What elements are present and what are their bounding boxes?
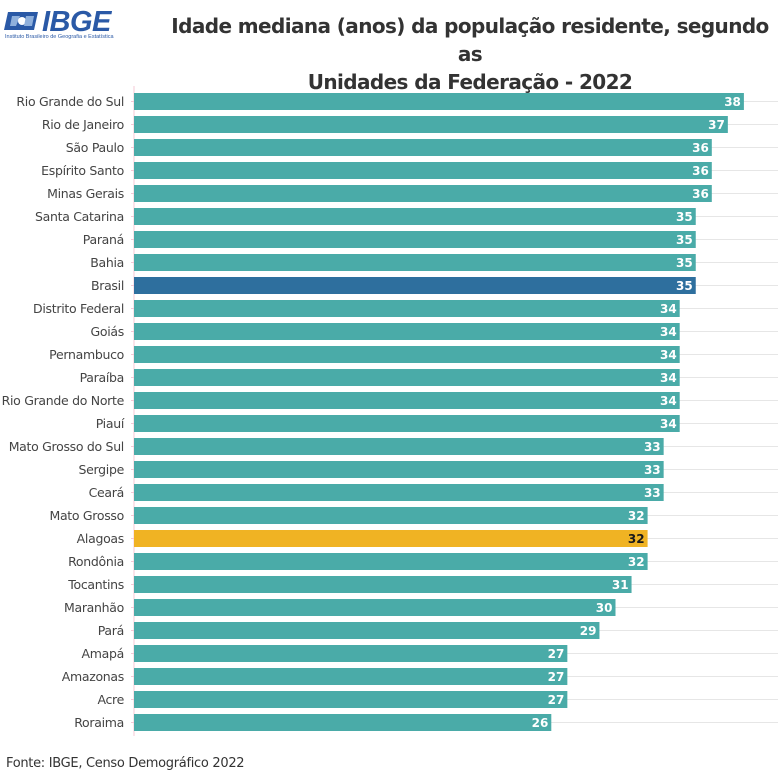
bar-para — [134, 622, 600, 639]
category-label: Rio Grande do Norte — [2, 393, 125, 408]
data-label: 36 — [692, 141, 709, 155]
category-label: Santa Catarina — [35, 209, 124, 224]
data-label: 34 — [660, 302, 677, 316]
data-label: 38 — [724, 95, 741, 109]
bar-mato-grosso-do-sul — [134, 438, 664, 455]
category-label: Pernambuco — [49, 347, 124, 362]
bar-sao-paulo — [134, 139, 712, 156]
category-label: Goiás — [91, 324, 124, 339]
data-label: 34 — [660, 348, 677, 362]
data-label: 29 — [580, 624, 597, 638]
bar-parana — [134, 231, 696, 248]
bar-bahia — [134, 254, 696, 271]
bar-goias — [134, 323, 680, 340]
bar-alagoas — [134, 530, 648, 547]
category-label: Rondônia — [68, 554, 124, 569]
category-label: Pará — [98, 623, 124, 638]
bar-brasil — [134, 277, 696, 294]
data-label: 27 — [548, 693, 565, 707]
logo-wordmark: IBGE — [42, 6, 111, 38]
data-label: 36 — [692, 164, 709, 178]
data-label: 37 — [708, 118, 725, 132]
bar-distrito-federal — [134, 300, 680, 317]
data-label: 33 — [644, 440, 661, 454]
bar-rio-grande-do-sul — [134, 93, 744, 110]
bar-chart: Rio Grande do Sul 38 Rio de Janeiro 37 São P… — [2, 86, 778, 736]
category-label: Alagoas — [77, 531, 124, 546]
logo-subtitle: Instituto Brasileiro de Geografia e Esta… — [5, 34, 114, 40]
category-label: Brasil — [91, 278, 124, 293]
data-label: 35 — [676, 210, 693, 224]
data-label: 34 — [660, 394, 677, 408]
bar-roraima — [134, 714, 552, 731]
bar-paraiba — [134, 369, 680, 386]
category-label: Espírito Santo — [41, 163, 124, 178]
data-label: 34 — [660, 371, 677, 385]
category-label: Acre — [97, 692, 124, 707]
data-label: 30 — [596, 601, 613, 615]
bar-acre — [134, 691, 568, 708]
source-note: Fonte: IBGE, Censo Demográfico 2022 — [6, 756, 245, 771]
chart-title-line-2: Unidades da Federação - 2022 — [307, 70, 633, 94]
bar-amapa — [134, 645, 568, 662]
category-label: Amapá — [82, 646, 124, 661]
category-label: Distrito Federal — [33, 301, 124, 316]
data-label: 35 — [676, 256, 693, 270]
data-label: 34 — [660, 417, 677, 431]
category-label: São Paulo — [66, 140, 124, 155]
bar-maranhao — [134, 599, 616, 616]
category-label: Rio de Janeiro — [42, 117, 124, 132]
data-label: 32 — [628, 555, 645, 569]
data-label: 33 — [644, 486, 661, 500]
data-label: 33 — [644, 463, 661, 477]
category-label: Sergipe — [79, 462, 125, 477]
category-label: Maranhão — [64, 600, 124, 615]
chart-title: Idade mediana (anos) da população reside… — [160, 12, 780, 96]
category-label: Minas Gerais — [47, 186, 124, 201]
bar-sergipe — [134, 461, 664, 478]
bar-mato-grosso — [134, 507, 648, 524]
bar-pernambuco — [134, 346, 680, 363]
ibge-emblem-icon — [4, 12, 38, 30]
bar-rio-grande-do-norte — [134, 392, 680, 409]
data-label: 32 — [628, 532, 645, 546]
category-label: Rio Grande do Sul — [16, 94, 124, 109]
category-label: Paraíba — [80, 370, 124, 385]
bar-rondonia — [134, 553, 648, 570]
data-label: 35 — [676, 233, 693, 247]
category-label: Bahia — [90, 255, 124, 270]
bar-minas-gerais — [134, 185, 712, 202]
category-label: Ceará — [89, 485, 124, 500]
bar-rio-de-janeiro — [134, 116, 728, 133]
data-label: 34 — [660, 325, 677, 339]
bar-amazonas — [134, 668, 568, 685]
bar-piaui — [134, 415, 680, 432]
category-label: Roraima — [74, 715, 124, 730]
bar-ceara — [134, 484, 664, 501]
data-label: 36 — [692, 187, 709, 201]
category-label: Mato Grosso — [49, 508, 124, 523]
category-label: Tocantins — [67, 577, 124, 592]
chart-title-line-1: Idade mediana (anos) da população reside… — [171, 14, 769, 66]
category-label: Mato Grosso do Sul — [9, 439, 124, 454]
category-label: Paraná — [83, 232, 124, 247]
bar-tocantins — [134, 576, 632, 593]
ibge-logo: IBGE Instituto Brasileiro de Geografia e… — [4, 6, 132, 44]
data-label: 27 — [548, 670, 565, 684]
category-label: Piauí — [96, 416, 125, 431]
data-label: 31 — [612, 578, 629, 592]
data-label: 35 — [676, 279, 693, 293]
data-label: 27 — [548, 647, 565, 661]
category-label: Amazonas — [62, 669, 124, 684]
data-label: 26 — [532, 716, 549, 730]
bar-santa-catarina — [134, 208, 696, 225]
data-label: 32 — [628, 509, 645, 523]
bar-espirito-santo — [134, 162, 712, 179]
